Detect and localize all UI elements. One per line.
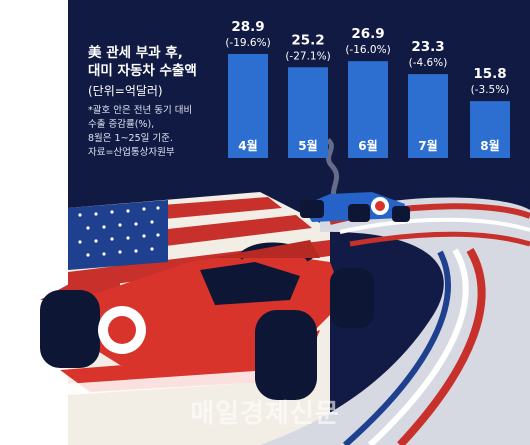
chart-title-line2: 대미 자동차 수출액 [88, 63, 197, 79]
category-label-5: 8월 [480, 138, 499, 153]
bar-2 [288, 67, 328, 158]
change-label-4: (-4.6%) [409, 57, 448, 69]
category-label-2: 5월 [298, 138, 317, 153]
change-label-1: (-19.6%) [225, 37, 270, 49]
bar-4 [408, 74, 448, 158]
bar-5 [470, 101, 510, 158]
value-label-3: 26.9 [351, 26, 384, 42]
change-label-2: (-27.1%) [285, 50, 330, 62]
change-label-3: (-16.0%) [345, 44, 390, 56]
value-label-1: 28.9 [231, 19, 264, 35]
note-line4: 자료=산업통상자원부 [88, 147, 175, 158]
note-line1: *괄호 안은 전년 동기 대비 [88, 105, 193, 116]
category-label-4: 7월 [418, 138, 437, 153]
bar-1 [228, 53, 268, 158]
smoke-trail [326, 138, 341, 207]
watermark: 매일경제신문 [190, 399, 340, 429]
chart-title-line1: 美 관세 부과 후, [88, 45, 183, 61]
note-line3: 8월은 1~25일 기준. [88, 133, 173, 144]
bar-chart: 28.9 (-19.6%) 4월 25.2 (-27.1%) 5월 26.9 (-16.0%)… [225, 19, 510, 158]
blue-race-car [300, 192, 410, 222]
category-label-3: 6월 [358, 138, 377, 153]
race-track [260, 197, 530, 445]
change-label-5: (-3.5%) [471, 84, 510, 96]
value-label-4: 23.3 [411, 39, 444, 55]
value-label-2: 25.2 [291, 32, 324, 48]
unit-label: (단위=억달러) [88, 84, 163, 98]
note-line2: 수출 증감률(%), [88, 119, 155, 130]
value-label-5: 15.8 [473, 66, 506, 82]
bar-3 [348, 61, 388, 158]
red-race-car [40, 240, 374, 400]
category-label-1: 4월 [238, 138, 257, 153]
